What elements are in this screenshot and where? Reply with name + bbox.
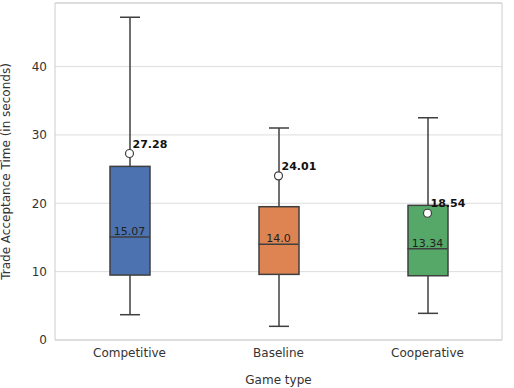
svg-text:10: 10 — [32, 265, 47, 279]
svg-text:15.07: 15.07 — [114, 225, 146, 238]
svg-text:Game type: Game type — [245, 373, 311, 387]
svg-text:13.34: 13.34 — [412, 237, 444, 250]
svg-text:20: 20 — [32, 197, 47, 211]
svg-text:Baseline: Baseline — [253, 346, 304, 360]
svg-text:Competitive: Competitive — [93, 346, 166, 360]
svg-text:24.01: 24.01 — [282, 160, 317, 173]
svg-text:14.0: 14.0 — [266, 232, 291, 245]
svg-text:Trade Acceptance Time (in seco: Trade Acceptance Time (in seconds) — [8, 63, 13, 281]
svg-text:40: 40 — [32, 60, 47, 74]
svg-text:30: 30 — [32, 128, 47, 142]
svg-text:0: 0 — [39, 333, 47, 347]
svg-text:18.54: 18.54 — [431, 197, 466, 210]
svg-text:27.28: 27.28 — [133, 138, 168, 151]
svg-text:Cooperative: Cooperative — [391, 346, 464, 360]
